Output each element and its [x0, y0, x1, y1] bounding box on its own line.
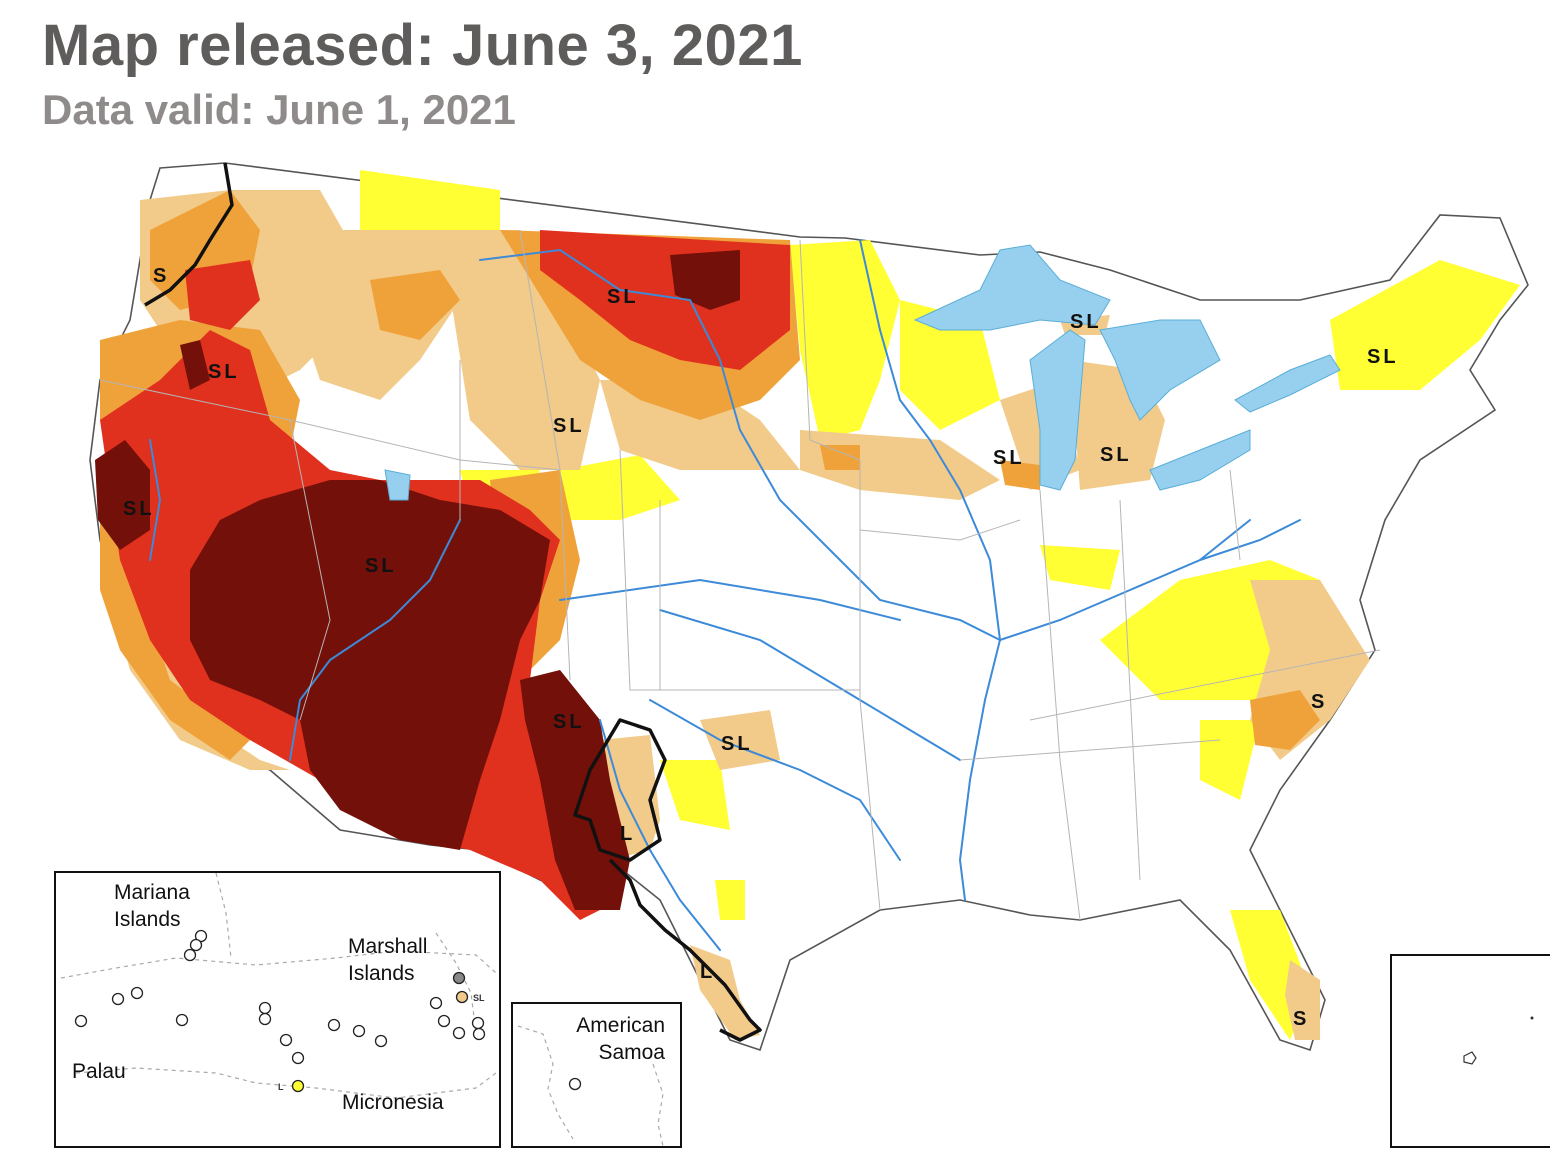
american-samoa-map	[517, 1025, 664, 1146]
impact-label: L	[700, 961, 715, 983]
marshall-impact: SL	[473, 993, 485, 1003]
impact-label: SL	[553, 415, 585, 437]
impact-label: SL	[123, 498, 155, 520]
impact-label: SL	[1100, 444, 1132, 466]
impact-labels: S SL SL SL SL SL SL SL SL SL SL SL L L S…	[123, 265, 1399, 1030]
hawaii-map	[1463, 1016, 1534, 1065]
impact-boundaries	[144, 162, 762, 1042]
pacific-islands-inset: SL L Mariana Islands Marshall Islands Pa…	[54, 871, 501, 1148]
impact-label: S	[153, 265, 169, 287]
palau-label: Palau	[72, 1060, 126, 1083]
micronesia-label: Micronesia	[342, 1091, 444, 1114]
american-samoa-inset: American Samoa	[511, 1002, 682, 1148]
impact-label: SL	[365, 555, 397, 577]
mariana-islands-label: Mariana Islands	[114, 881, 190, 931]
marshall-x-marker	[452, 971, 466, 985]
micronesia-drought-marker	[291, 1079, 305, 1093]
map-title: Map released: June 3, 2021	[42, 13, 803, 78]
rivers	[149, 239, 1301, 951]
map-subtitle: Data valid: June 1, 2021	[42, 86, 516, 133]
impact-label: SL	[553, 711, 585, 733]
marshall-islands-label: Marshall Islands	[348, 935, 428, 985]
impact-label: SL	[208, 361, 240, 383]
impact-label: SL	[1070, 311, 1102, 333]
impact-label: SL	[993, 447, 1025, 469]
island-markers	[74, 929, 486, 1065]
marshall-drought-marker	[455, 990, 469, 1004]
great-lakes	[384, 244, 1341, 501]
impact-label: S	[1293, 1008, 1309, 1030]
state-borders	[99, 229, 1381, 921]
impact-label: S	[1311, 691, 1327, 713]
impact-label: SL	[721, 733, 753, 755]
impact-label: SL	[607, 286, 639, 308]
hawaii-inset	[1390, 954, 1550, 1148]
american-samoa-label: American Samoa	[576, 1014, 665, 1064]
samoa-marker	[568, 1077, 582, 1091]
micronesia-impact: L	[278, 1082, 284, 1092]
impact-label: L	[620, 823, 635, 845]
impact-label: SL	[1367, 346, 1399, 368]
pacific-islands-map: SL L	[60, 873, 497, 1099]
